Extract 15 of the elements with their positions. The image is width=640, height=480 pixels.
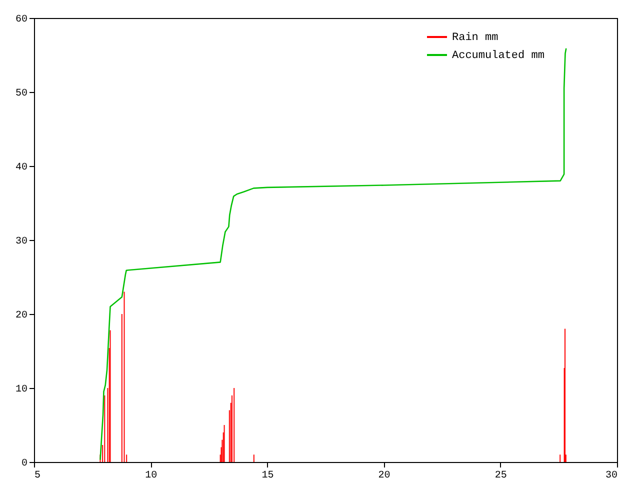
y-tick-label: 10 (15, 384, 28, 396)
y-tick-label: 50 (15, 88, 28, 100)
y-tick-label: 40 (15, 162, 28, 174)
x-tick-label: 5 (34, 470, 41, 480)
x-tick-label: 25 (494, 470, 507, 480)
legend-label: Rain mm (452, 32, 499, 44)
y-tick-label: 30 (15, 236, 28, 248)
x-tick-label: 30 (605, 470, 618, 480)
x-tick-label: 20 (378, 470, 390, 480)
x-tick-label: 10 (145, 470, 158, 480)
y-tick-label: 60 (15, 14, 28, 26)
legend-label: Accumulated mm (452, 50, 545, 62)
x-tick-label: 15 (262, 470, 274, 480)
y-tick-label: 0 (21, 458, 28, 470)
y-tick-label: 20 (15, 310, 28, 322)
